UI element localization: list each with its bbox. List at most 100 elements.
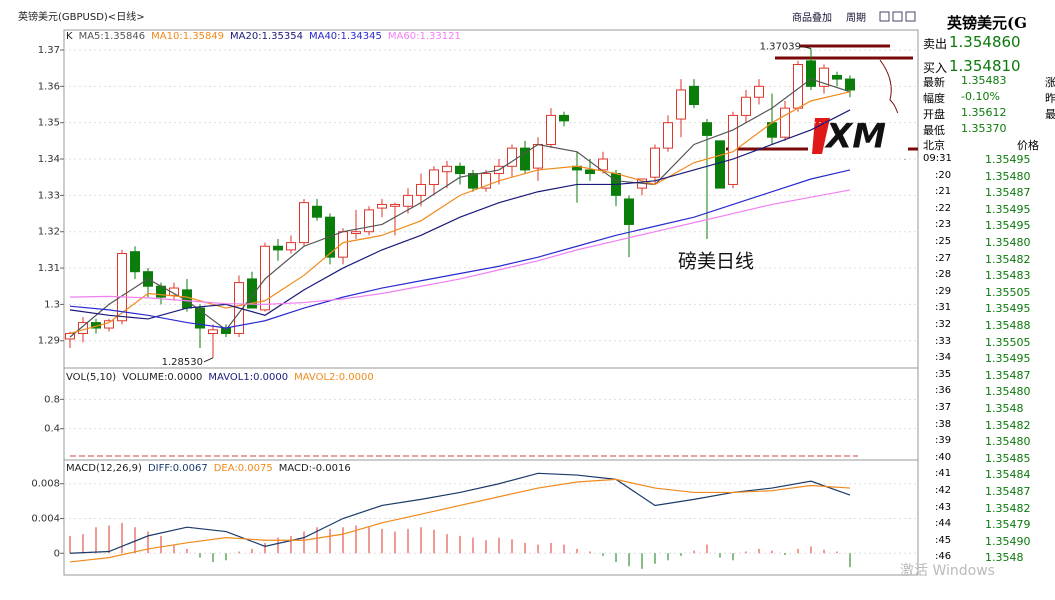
- annotation: 1.37039: [760, 42, 801, 53]
- tick-price: 1.35495: [985, 352, 1031, 366]
- legend-entry: DEA:0.0075: [214, 463, 273, 474]
- tick-time: :22: [935, 202, 952, 214]
- candle-body: [312, 205, 322, 218]
- annotation: 1.28530: [162, 357, 203, 368]
- candle-body: [130, 251, 140, 273]
- candle-body: [273, 245, 283, 251]
- tick-price: 1.3548: [985, 402, 1024, 415]
- legend-entry: MAVOL1:0.0000: [208, 372, 288, 383]
- candle-body: [429, 169, 439, 185]
- y-tick-label: 1.35: [38, 118, 60, 129]
- tick-time: 09:31: [923, 153, 952, 164]
- stat: 1.35370: [961, 122, 1007, 135]
- quote-label: 卖出: [923, 37, 948, 51]
- candle-body: [741, 96, 751, 116]
- y-tick-label: 1.31: [38, 263, 60, 274]
- annotation-leader: [203, 357, 214, 363]
- candle-body: [663, 122, 673, 149]
- y-tick-label: 1.3: [44, 299, 60, 310]
- button[interactable]: [905, 11, 916, 22]
- tick-time: :37: [935, 402, 952, 413]
- tick-price: 1.35480: [985, 435, 1031, 449]
- quote-price: 1.35486: [949, 33, 1012, 51]
- candle-body: [819, 67, 829, 87]
- quote-panel: 英镑美元(G 卖出 1.35486 0 买入 1.35481 0 最新 1.35483 涨幅度 -0…: [919, 0, 1055, 600]
- tick-price: 1.35480: [985, 385, 1031, 399]
- ma-line: [69, 169, 851, 329]
- tick-time: :29: [935, 285, 952, 297]
- quote-label: 买入: [923, 61, 948, 75]
- stat: 幅度: [923, 92, 945, 105]
- y-tick-label: 0: [54, 548, 60, 559]
- macd-line: [69, 472, 851, 554]
- candle-body: [728, 114, 738, 185]
- quote-price: 1.35481: [949, 57, 1012, 75]
- macd-line: [69, 478, 851, 563]
- tick-price: 1.35505: [985, 335, 1031, 349]
- candle-body: [442, 165, 452, 173]
- tick-time: :33: [935, 335, 952, 347]
- stat: 最新: [923, 76, 945, 89]
- tick-price: 1.35485: [985, 451, 1031, 465]
- candle-body: [299, 202, 309, 244]
- candle-body: [624, 198, 634, 225]
- button[interactable]: [879, 11, 890, 22]
- candle-body: [598, 158, 608, 171]
- stat: 涨: [1045, 76, 1055, 89]
- xm-logo: XM: [808, 113, 908, 159]
- y-tick-label: 1.32: [38, 227, 60, 238]
- tick-time: :46: [935, 551, 952, 563]
- toolbar-link[interactable]: 周期: [846, 12, 866, 24]
- candle-body: [650, 147, 660, 178]
- candle-body: [364, 209, 374, 233]
- tick-time: :42: [935, 485, 952, 496]
- button[interactable]: [892, 11, 903, 22]
- y-tick-label: 1.34: [38, 154, 60, 165]
- y-tick-label: 1.29: [38, 336, 60, 347]
- candle-body: [780, 107, 790, 138]
- tick-time: :41: [935, 468, 952, 480]
- candle-body: [585, 169, 595, 175]
- tick-price: 1.35495: [985, 219, 1031, 233]
- candle-body: [247, 278, 257, 309]
- y-tick-label: 0.4: [44, 424, 60, 435]
- candle-body: [169, 287, 179, 296]
- stat: -0.10%: [961, 90, 1000, 103]
- tick-time: :31: [935, 302, 952, 314]
- candle-body: [221, 327, 231, 334]
- period-buttons[interactable]: [879, 11, 916, 22]
- tick-time: :44: [935, 518, 952, 530]
- y-tick-label: 0.8: [44, 394, 60, 405]
- candle-body: [195, 307, 205, 329]
- candle-body: [286, 242, 296, 251]
- y-tick-label: 0.004: [31, 514, 60, 525]
- watermark: 激活 Windows: [900, 563, 995, 579]
- chart-title: 英镑美元(GBPUSD)<日线>: [18, 10, 145, 23]
- toolbar-link[interactable]: 商品叠加: [792, 11, 832, 24]
- legend-entry: K: [66, 31, 73, 42]
- ma-line: [69, 109, 851, 320]
- candle-body: [546, 114, 556, 145]
- candle-body: [455, 165, 465, 175]
- candle-body: [338, 231, 348, 258]
- tick-price: 1.35487: [985, 485, 1031, 498]
- tick-price: 1.35482: [985, 252, 1031, 266]
- candle-body: [468, 173, 478, 189]
- tick-price: 1.3548: [985, 551, 1024, 565]
- candle-body: [845, 78, 855, 91]
- candle-body: [481, 173, 491, 189]
- candle-body: [676, 89, 686, 120]
- tick-price: 1.35480: [985, 169, 1031, 183]
- stat: 昨: [1045, 92, 1055, 105]
- tick-price: 1.35495: [985, 302, 1031, 316]
- tick-time: :36: [935, 385, 952, 397]
- quote-qty: 0: [1011, 57, 1021, 75]
- ticks-header: 价格: [1017, 139, 1039, 152]
- stat: 1.35612: [961, 106, 1007, 119]
- tick-time: :32: [935, 319, 952, 330]
- stat: 开盘: [923, 108, 945, 121]
- legend-entry: DIFF:0.0067: [148, 463, 208, 474]
- tick-price: 1.35482: [985, 501, 1031, 515]
- tick-price: 1.35490: [985, 534, 1031, 548]
